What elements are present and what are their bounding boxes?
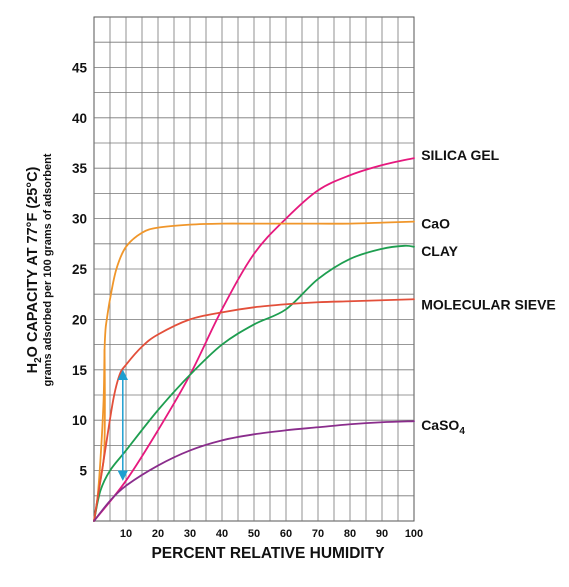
series-line-cao xyxy=(93,220,415,522)
x-tick-label: 50 xyxy=(248,528,260,540)
y-tick-label: 30 xyxy=(72,212,87,227)
x-tick-label: 10 xyxy=(120,528,132,540)
y-tick-label: 10 xyxy=(72,413,87,428)
series-label: CLAY xyxy=(421,243,458,259)
y-tick-label: 40 xyxy=(72,111,87,126)
series-line-silica-gel xyxy=(93,157,415,522)
tick-labels: 10 20 30 40 50 60 70 80 90 100 5 10 15 20 25 30 35 40 45 xyxy=(72,60,423,540)
series-label: CaSO4 xyxy=(421,417,465,437)
x-tick-label: 70 xyxy=(312,528,324,540)
x-tick-label: 40 xyxy=(216,528,228,540)
series-line-molecular-sieve xyxy=(93,298,415,522)
y-tick-label: 25 xyxy=(72,262,88,277)
x-tick-label: 30 xyxy=(184,528,196,540)
series-labels: SILICA GEL CaO CLAY MOLECULAR SIEVE CaSO4 xyxy=(421,147,556,437)
grid xyxy=(93,16,415,522)
series-label: SILICA GEL xyxy=(421,147,499,163)
x-tick-label: 20 xyxy=(152,528,164,540)
series-line-caso4 xyxy=(93,420,415,522)
series-label: MOLECULAR SIEVE xyxy=(421,296,556,312)
y-axis-label-group: H2O CAPACITY AT 77°F (25°C) grams adsorb… xyxy=(25,153,54,386)
y-tick-label: 35 xyxy=(72,161,88,176)
series-line-clay xyxy=(93,244,415,522)
y-axis-sublabel: grams adsorbed per 100 grams of adsorben… xyxy=(42,153,54,386)
y-tick-label: 20 xyxy=(72,312,87,327)
y-axis-label: H2O CAPACITY AT 77°F (25°C) xyxy=(25,166,44,373)
x-axis-label: PERCENT RELATIVE HUMIDITY xyxy=(151,545,385,562)
x-tick-label: 90 xyxy=(376,528,388,540)
y-tick-label: 5 xyxy=(79,464,87,479)
y-tick-label: 15 xyxy=(72,363,88,378)
x-tick-label: 60 xyxy=(280,528,292,540)
series-label: CaO xyxy=(421,216,450,232)
x-tick-label: 80 xyxy=(344,528,356,540)
y-tick-label: 45 xyxy=(72,60,88,75)
series-layer xyxy=(93,157,415,522)
x-tick-label: 100 xyxy=(405,528,423,540)
